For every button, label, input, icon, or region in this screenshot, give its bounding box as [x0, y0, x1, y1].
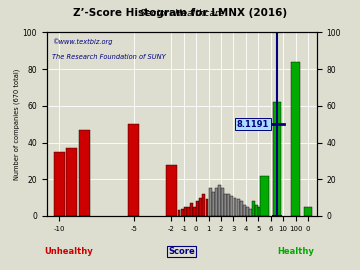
Bar [54, 152, 65, 216]
Bar [230, 196, 233, 216]
Bar [166, 165, 177, 216]
Bar [260, 176, 269, 216]
Bar [187, 207, 190, 216]
Text: Sector: Healthcare: Sector: Healthcare [140, 9, 224, 18]
Bar [234, 198, 237, 216]
Bar [255, 205, 258, 216]
Text: 8.1191: 8.1191 [237, 120, 269, 129]
Bar [128, 124, 139, 216]
Bar [273, 102, 281, 216]
Bar [199, 198, 202, 216]
Bar [227, 194, 230, 216]
Bar [240, 201, 243, 216]
Bar [304, 207, 312, 216]
Bar [252, 201, 255, 216]
Bar [243, 205, 246, 216]
Text: Z’-Score Histogram for LMNX (2016): Z’-Score Histogram for LMNX (2016) [73, 8, 287, 18]
Bar [215, 188, 218, 216]
Bar [177, 211, 180, 216]
Bar [246, 207, 249, 216]
Bar [196, 201, 199, 216]
Text: ©www.textbiz.org: ©www.textbiz.org [52, 38, 113, 45]
Bar [193, 207, 196, 216]
Bar [184, 207, 186, 216]
Text: Healthy: Healthy [277, 247, 314, 256]
Bar [249, 209, 252, 216]
Bar [224, 194, 227, 216]
Y-axis label: Number of companies (670 total): Number of companies (670 total) [13, 69, 20, 180]
Bar [181, 209, 184, 216]
Bar [291, 62, 300, 216]
Bar [212, 192, 215, 216]
Bar [218, 185, 221, 216]
Bar [237, 200, 239, 216]
Bar [202, 194, 205, 216]
Bar [221, 188, 224, 216]
Bar [66, 148, 77, 216]
Bar [190, 203, 193, 216]
Text: The Research Foundation of SUNY: The Research Foundation of SUNY [52, 55, 166, 60]
Bar [209, 188, 212, 216]
Bar [258, 207, 261, 216]
Text: Unhealthy: Unhealthy [44, 247, 93, 256]
Bar [206, 200, 208, 216]
Text: Score: Score [168, 247, 195, 256]
Bar [78, 130, 90, 216]
